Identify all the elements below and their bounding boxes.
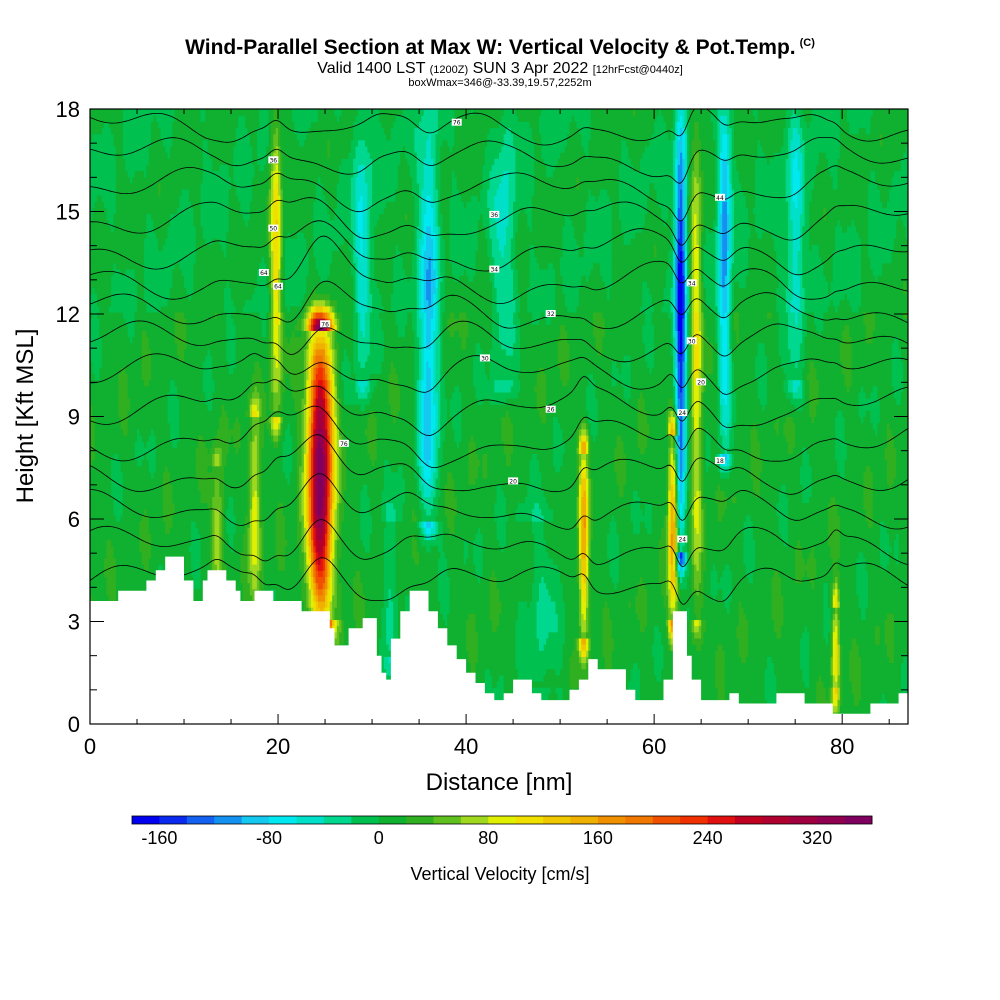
cross-section-chart: 3650646476767636343230262044343020241824…: [0, 0, 1000, 1000]
